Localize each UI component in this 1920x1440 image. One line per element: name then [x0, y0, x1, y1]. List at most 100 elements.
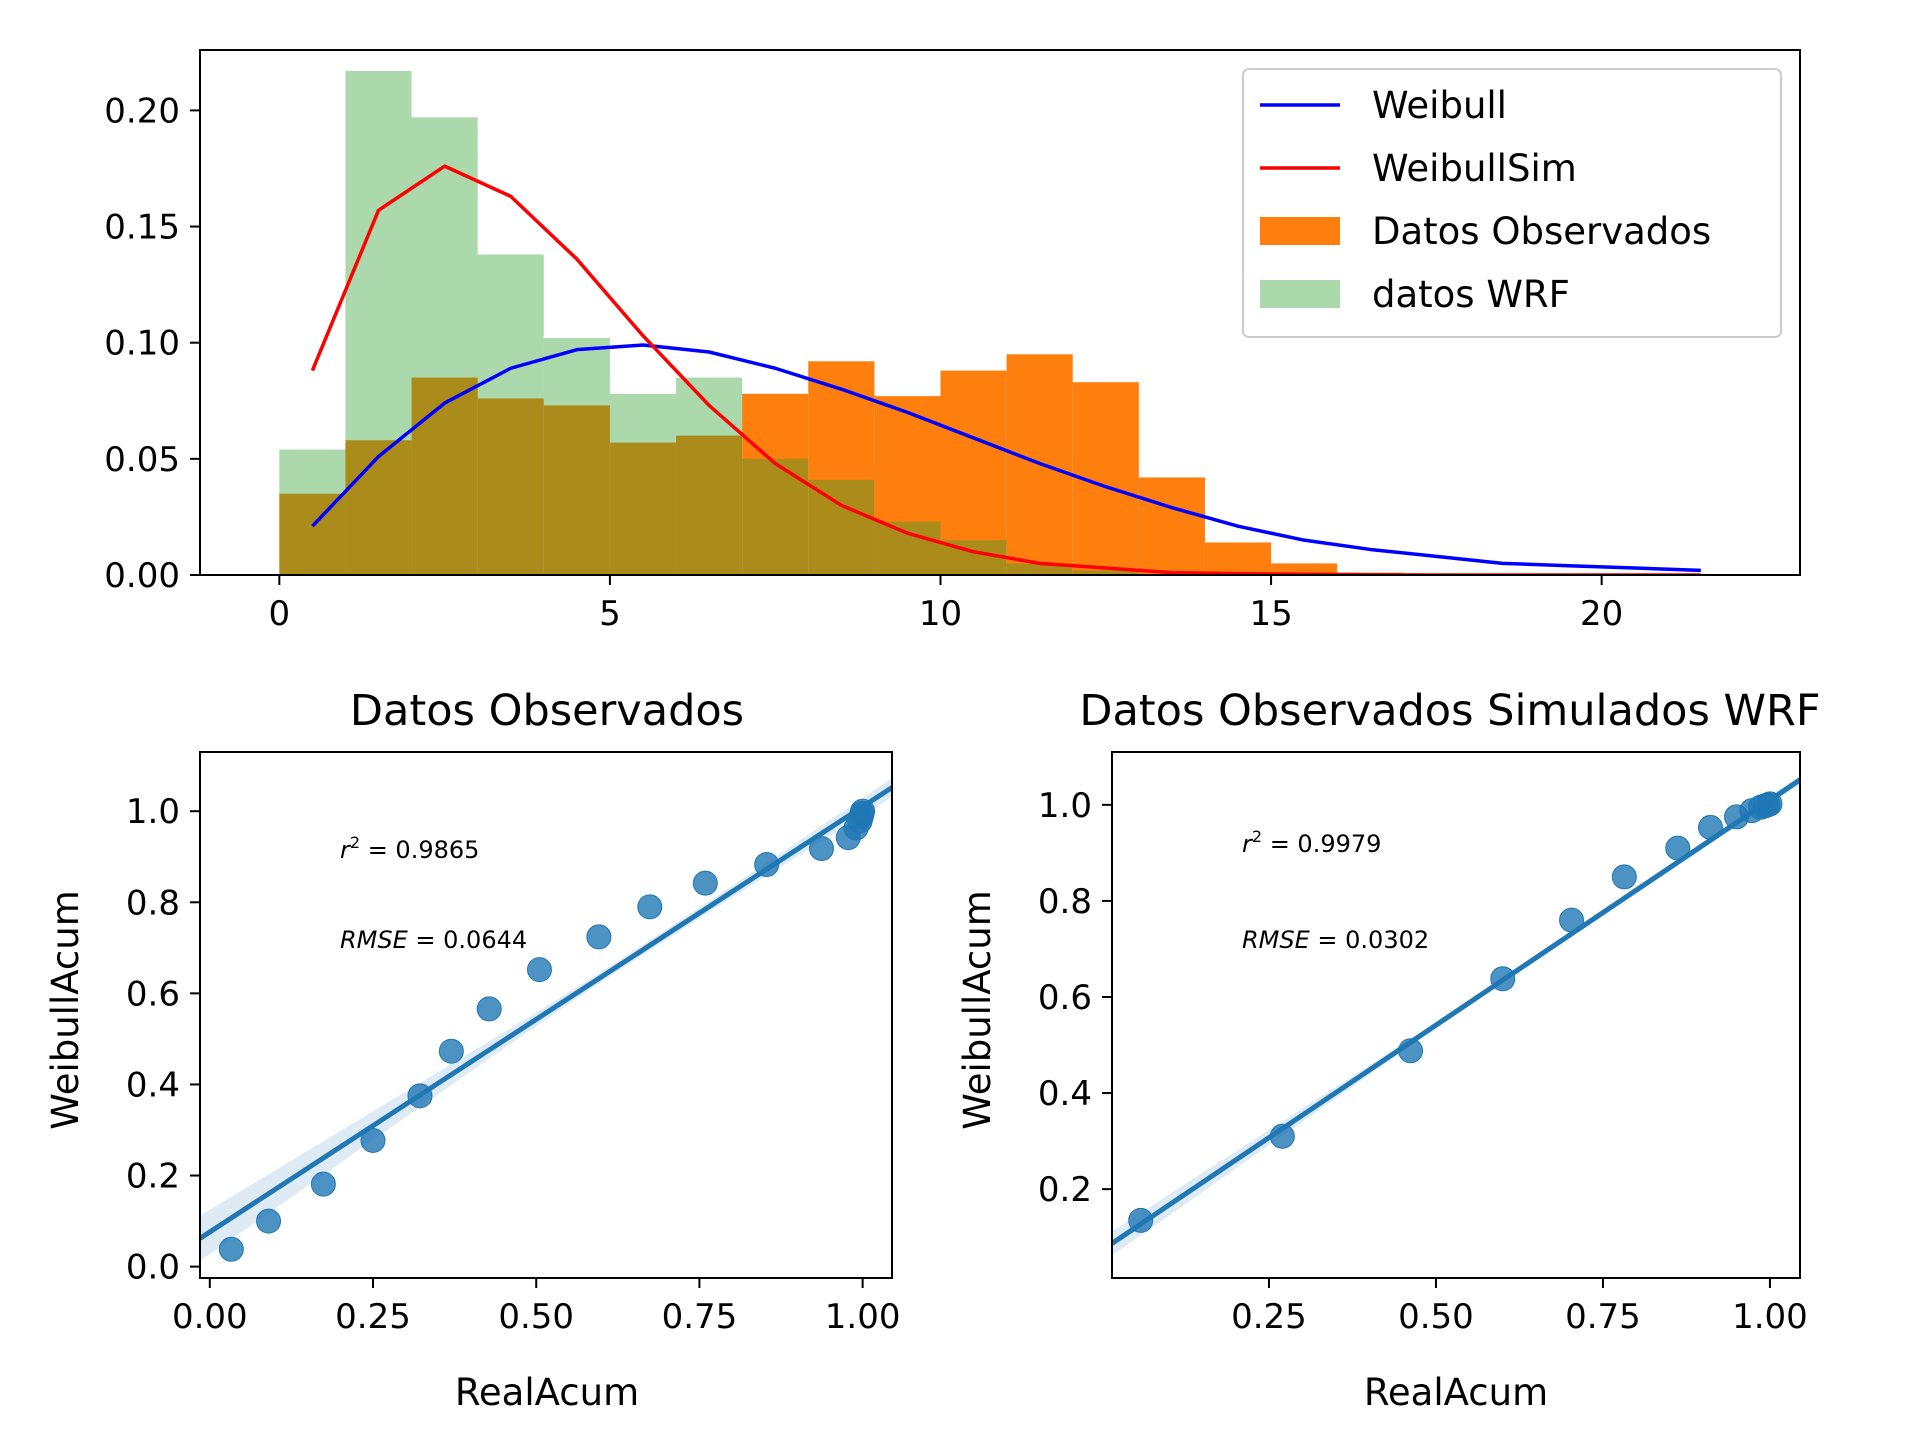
pdf-line-0: [311, 343, 1701, 573]
histogram-series-0: [279, 354, 1734, 575]
observed-data-point: [526, 957, 552, 983]
observed-data-point: [476, 996, 502, 1022]
observed-data-point: [637, 894, 663, 920]
observed-r2-superscript: 2: [350, 833, 360, 852]
observed-plot-area: [200, 777, 892, 1262]
histogram-bar: [609, 442, 677, 575]
histogram-bar: [609, 393, 677, 575]
observed-y-tick-label: 0.6: [126, 974, 180, 1014]
simulated-scatter-panel: Datos Observados Simulados WRF RealAcum …: [956, 686, 1821, 1414]
histogram-bar: [411, 377, 478, 575]
histogram-plot-area: [279, 70, 1734, 575]
simulated-rmse-annotation: RMSE = 0.0302: [1242, 926, 1429, 954]
histogram-y-tick-label: 0.20: [104, 91, 180, 131]
histogram-bar: [874, 521, 941, 575]
simulated-data-point: [1269, 1123, 1295, 1149]
histogram-bar: [808, 479, 875, 575]
legend-label: datos WRF: [1372, 273, 1570, 316]
simulated-plot-area: [1112, 775, 1800, 1256]
histogram-bar: [279, 493, 346, 575]
observed-x-tick-label: 1.00: [825, 1297, 901, 1337]
observed-y-tick-label: 0.2: [126, 1157, 180, 1197]
observed-data-point: [407, 1083, 433, 1109]
observed-rmse-annotation: RMSE = 0.0644: [340, 926, 527, 954]
observed-data-point: [754, 851, 780, 877]
histogram-bar: [1072, 570, 1139, 575]
simulated-x-tick-label: 1.00: [1732, 1297, 1808, 1337]
legend-frame: [1242, 68, 1782, 338]
observed-y-tick-label: 1.0: [126, 792, 180, 832]
observed-y-tick-label: 0.8: [126, 883, 180, 923]
pdf-line-1: [310, 164, 1701, 575]
simulated-x-tick-label: 0.75: [1565, 1297, 1641, 1337]
observed-data-point: [256, 1208, 282, 1234]
simulated-r2-symbol: r: [1242, 830, 1254, 858]
legend-patch-swatch: [1260, 280, 1340, 308]
histogram-bar: [874, 396, 941, 575]
simulated-rmse-symbol: RMSE: [1242, 926, 1311, 954]
simulated-rmse-value: = 0.0302: [1310, 926, 1429, 954]
histogram-bar: [543, 338, 610, 575]
observed-x-tick-label: 0.25: [335, 1297, 411, 1337]
observed-axes-frame: [199, 751, 893, 1279]
histogram-bar: [676, 377, 743, 575]
histogram-bar: [345, 440, 412, 575]
observed-data-point: [692, 870, 718, 896]
observed-scatter-panel: Datos Observados RealAcum WeibullAcum r2…: [44, 686, 900, 1414]
simulated-scatter-xlabel: RealAcum: [1364, 1371, 1548, 1414]
histogram-bar: [1138, 477, 1205, 575]
observed-rmse-symbol: RMSE: [340, 926, 409, 954]
simulated-data-point: [1757, 791, 1783, 817]
legend-label: Weibull: [1372, 84, 1507, 127]
observed-r2-symbol: r: [340, 836, 352, 864]
histogram-y-tick-label: 0.00: [104, 556, 180, 596]
observed-data-point: [808, 836, 834, 862]
observed-data-point: [850, 798, 876, 824]
simulated-scatter-ylabel: WeibullAcum: [956, 890, 999, 1129]
simulated-data-point: [1559, 907, 1585, 933]
histogram-bar: [940, 370, 1007, 575]
histogram-axes-frame: [199, 49, 1801, 576]
simulated-data-point: [1611, 864, 1637, 890]
histogram-bar: [676, 435, 743, 575]
histogram-y-tick-label: 0.15: [104, 208, 180, 248]
simulated-data-point: [1128, 1207, 1154, 1233]
simulated-r2-value: = 0.9979: [1262, 830, 1381, 858]
observed-y-tick-label: 0.4: [126, 1065, 180, 1105]
observed-scatter-ylabel: WeibullAcum: [44, 890, 87, 1129]
histogram-bar: [1204, 542, 1272, 575]
histogram-bar: [1271, 563, 1338, 575]
simulated-data-point: [1490, 966, 1516, 992]
histogram-panel: 0 5 10 15 200.000.050.100.150.20 WeibullWeibu…: [104, 49, 1801, 634]
histogram-y-tick-label: 0.10: [104, 324, 180, 364]
simulated-y-tick-label: 0.6: [1038, 978, 1092, 1018]
observed-data-point: [310, 1171, 336, 1197]
histogram-bar: [477, 254, 544, 575]
observed-data-point: [218, 1236, 244, 1262]
observed-y-tick-label: 0.0: [126, 1248, 180, 1288]
simulated-x-tick-label: 0.50: [1398, 1297, 1474, 1337]
simulated-y-tick-label: 0.2: [1038, 1170, 1092, 1210]
histogram-x-tick-label: 10: [919, 594, 962, 634]
observed-x-tick-label: 0.75: [662, 1297, 738, 1337]
observed-scatter-title: Datos Observados: [350, 686, 744, 736]
histogram-bar: [345, 70, 412, 575]
simulated-x-tick-label: 0.25: [1231, 1297, 1307, 1337]
legend-label: WeibullSim: [1372, 147, 1577, 190]
simulated-r2-annotation: r2 = 0.9979: [1242, 827, 1381, 858]
histogram-bar: [279, 449, 346, 575]
histogram-bar: [411, 117, 478, 575]
simulated-data-point: [1398, 1038, 1424, 1064]
histogram-x-tick-label: 15: [1249, 594, 1292, 634]
observed-r2-value: = 0.9865: [360, 836, 479, 864]
observed-rmse-value: = 0.0644: [408, 926, 527, 954]
observed-data-point: [360, 1127, 386, 1153]
simulated-data-point: [1697, 814, 1723, 840]
histogram-y-tick-label: 0.05: [104, 440, 180, 480]
histogram-bar: [742, 393, 809, 575]
simulated-y-tick-label: 0.8: [1038, 882, 1092, 922]
histogram-bar: [1006, 563, 1073, 575]
histogram-bar: [543, 405, 610, 575]
simulated-axes-frame: [1111, 751, 1801, 1279]
